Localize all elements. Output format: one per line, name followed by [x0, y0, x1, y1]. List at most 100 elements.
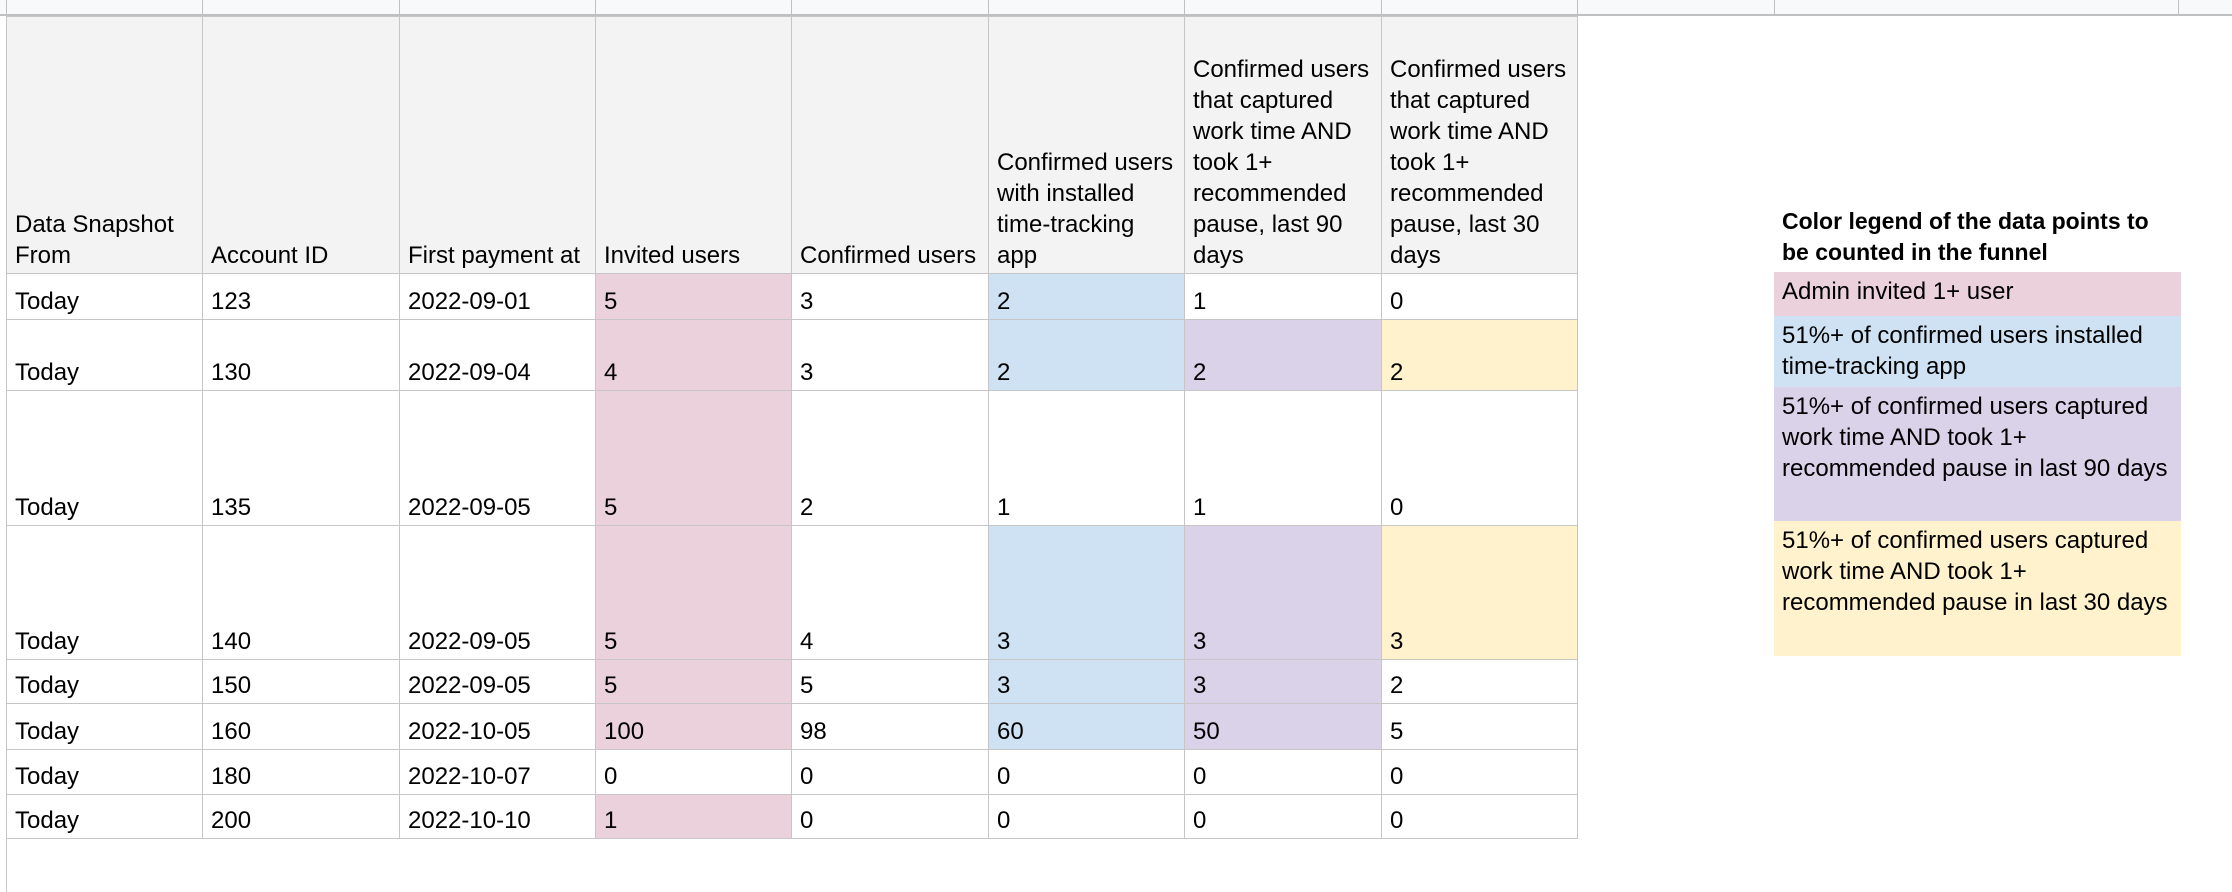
column-divider	[595, 0, 596, 14]
header-first-payment[interactable]: First payment at	[399, 16, 596, 274]
cell-first-payment[interactable]: 2022-09-05	[399, 525, 596, 660]
column-divider	[988, 0, 989, 14]
cell-pause-90[interactable]: 0	[1184, 749, 1382, 795]
cell-pause-90[interactable]: 1	[1184, 273, 1382, 320]
cell-pause-90[interactable]: 1	[1184, 390, 1382, 526]
cell-confirmed-users[interactable]: 4	[791, 525, 989, 660]
column-divider	[1774, 0, 1775, 14]
header-pause-90[interactable]: Confirmed users that captured work time …	[1184, 16, 1382, 274]
legend-item-installed[interactable]: 51%+ of confirmed users installed time-t…	[1774, 316, 2181, 387]
funnel-data-table: Data Snapshot From Account ID First paym…	[6, 16, 1578, 839]
cell-first-payment[interactable]: 2022-10-10	[399, 794, 596, 839]
cell-pause-30[interactable]: 0	[1381, 390, 1578, 526]
cell-pause-30[interactable]: 0	[1381, 794, 1578, 839]
table-row: Today 150 2022-09-05 5 5 3 3 2	[6, 659, 1578, 704]
column-divider	[1577, 0, 1578, 14]
cell-invited-users[interactable]: 5	[595, 659, 792, 704]
cell-installed-app[interactable]: 0	[988, 749, 1185, 795]
cell-account-id[interactable]: 180	[202, 749, 400, 795]
cell-pause-90[interactable]: 50	[1184, 703, 1382, 750]
cell-installed-app[interactable]: 0	[988, 794, 1185, 839]
cell-invited-users[interactable]: 5	[595, 525, 792, 660]
legend-item-pause-30[interactable]: 51%+ of confirmed users captured work ti…	[1774, 521, 2181, 656]
cell-confirmed-users[interactable]: 3	[791, 273, 989, 320]
cell-snapshot[interactable]: Today	[6, 319, 203, 391]
cell-account-id[interactable]: 160	[202, 703, 400, 750]
cell-account-id[interactable]: 135	[202, 390, 400, 526]
cell-invited-users[interactable]: 0	[595, 749, 792, 795]
cell-first-payment[interactable]: 2022-10-05	[399, 703, 596, 750]
column-header-band	[0, 0, 2232, 16]
cell-pause-90[interactable]: 2	[1184, 319, 1382, 391]
header-invited-users[interactable]: Invited users	[595, 16, 792, 274]
cell-installed-app[interactable]: 2	[988, 273, 1185, 320]
table-row: Today 135 2022-09-05 5 2 1 1 0	[6, 390, 1578, 526]
cell-installed-app[interactable]: 60	[988, 703, 1185, 750]
cell-invited-users[interactable]: 100	[595, 703, 792, 750]
cell-first-payment[interactable]: 2022-09-05	[399, 390, 596, 526]
table-row: Today 160 2022-10-05 100 98 60 50 5	[6, 703, 1578, 750]
table-row: Today 200 2022-10-10 1 0 0 0 0	[6, 794, 1578, 839]
legend-item-invited[interactable]: Admin invited 1+ user	[1774, 272, 2181, 316]
legend-title: Color legend of the data points to be co…	[1782, 208, 2149, 265]
cell-snapshot[interactable]: Today	[6, 703, 203, 750]
cell-pause-30[interactable]: 2	[1381, 659, 1578, 704]
cell-first-payment[interactable]: 2022-09-01	[399, 273, 596, 320]
cell-invited-users[interactable]: 1	[595, 794, 792, 839]
cell-installed-app[interactable]: 3	[988, 525, 1185, 660]
cell-invited-users[interactable]: 4	[595, 319, 792, 391]
header-account-id[interactable]: Account ID	[202, 16, 400, 274]
cell-snapshot[interactable]: Today	[6, 525, 203, 660]
cell-snapshot[interactable]: Today	[6, 390, 203, 526]
header-installed-app[interactable]: Confirmed users with installed time-trac…	[988, 16, 1185, 274]
cell-pause-30[interactable]: 5	[1381, 703, 1578, 750]
cell-pause-30[interactable]: 3	[1381, 525, 1578, 660]
cell-confirmed-users[interactable]: 0	[791, 794, 989, 839]
cell-snapshot[interactable]: Today	[6, 273, 203, 320]
column-divider	[791, 0, 792, 14]
legend-item-pause-90[interactable]: 51%+ of confirmed users captured work ti…	[1774, 387, 2181, 521]
cell-account-id[interactable]: 130	[202, 319, 400, 391]
cell-confirmed-users[interactable]: 98	[791, 703, 989, 750]
cell-confirmed-users[interactable]: 3	[791, 319, 989, 391]
cell-first-payment[interactable]: 2022-10-07	[399, 749, 596, 795]
cell-first-payment[interactable]: 2022-09-05	[399, 659, 596, 704]
cell-account-id[interactable]: 150	[202, 659, 400, 704]
cell-first-payment[interactable]: 2022-09-04	[399, 319, 596, 391]
color-legend: Color legend of the data points to be co…	[1774, 206, 2181, 656]
cell-snapshot[interactable]: Today	[6, 794, 203, 839]
column-divider	[1381, 0, 1382, 14]
table-row: Today 180 2022-10-07 0 0 0 0 0	[6, 749, 1578, 795]
cell-pause-90[interactable]: 0	[1184, 794, 1382, 839]
table-row: Today 140 2022-09-05 5 4 3 3 3	[6, 525, 1578, 660]
header-pause-30[interactable]: Confirmed users that captured work time …	[1381, 16, 1578, 274]
column-divider	[202, 0, 203, 14]
cell-account-id[interactable]: 140	[202, 525, 400, 660]
column-divider	[1184, 0, 1185, 14]
cell-pause-90[interactable]: 3	[1184, 659, 1382, 704]
cell-invited-users[interactable]: 5	[595, 273, 792, 320]
cell-confirmed-users[interactable]: 0	[791, 749, 989, 795]
cell-account-id[interactable]: 123	[202, 273, 400, 320]
cell-snapshot[interactable]: Today	[6, 749, 203, 795]
cell-pause-30[interactable]: 0	[1381, 273, 1578, 320]
table-row: Today 130 2022-09-04 4 3 2 2 2	[6, 319, 1578, 391]
column-divider	[2178, 0, 2179, 14]
cell-snapshot[interactable]: Today	[6, 659, 203, 704]
cell-confirmed-users[interactable]: 2	[791, 390, 989, 526]
header-row: Data Snapshot From Account ID First paym…	[6, 16, 1578, 274]
cell-pause-30[interactable]: 0	[1381, 749, 1578, 795]
cell-pause-90[interactable]: 3	[1184, 525, 1382, 660]
cell-invited-users[interactable]: 5	[595, 390, 792, 526]
table-row: Today 123 2022-09-01 5 3 2 1 0	[6, 273, 1578, 320]
cell-installed-app[interactable]: 1	[988, 390, 1185, 526]
cell-account-id[interactable]: 200	[202, 794, 400, 839]
column-divider	[6, 0, 7, 14]
cell-installed-app[interactable]: 2	[988, 319, 1185, 391]
header-confirmed-users[interactable]: Confirmed users	[791, 16, 989, 274]
column-divider	[399, 0, 400, 14]
header-snapshot[interactable]: Data Snapshot From	[6, 16, 203, 274]
cell-installed-app[interactable]: 3	[988, 659, 1185, 704]
cell-confirmed-users[interactable]: 5	[791, 659, 989, 704]
cell-pause-30[interactable]: 2	[1381, 319, 1578, 391]
